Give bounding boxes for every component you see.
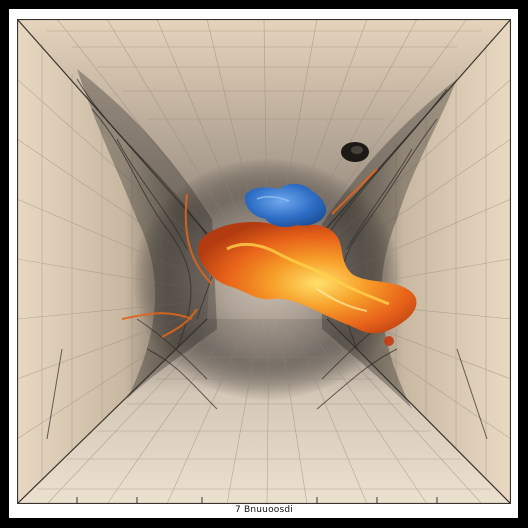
floor-grid [37, 323, 491, 504]
fire-cloud [197, 222, 417, 334]
room-drawing [17, 19, 511, 504]
room-illustration [17, 19, 511, 504]
bottom-ticks [76, 497, 438, 503]
floor-plane [17, 319, 511, 504]
image-caption: 7 Bnuuoosdi [235, 505, 293, 515]
fire-tendrils [121, 168, 378, 338]
left-wall-grid [17, 44, 213, 479]
left-wall [17, 19, 212, 504]
blue-blob [244, 183, 327, 227]
ceiling-plane [17, 19, 511, 239]
